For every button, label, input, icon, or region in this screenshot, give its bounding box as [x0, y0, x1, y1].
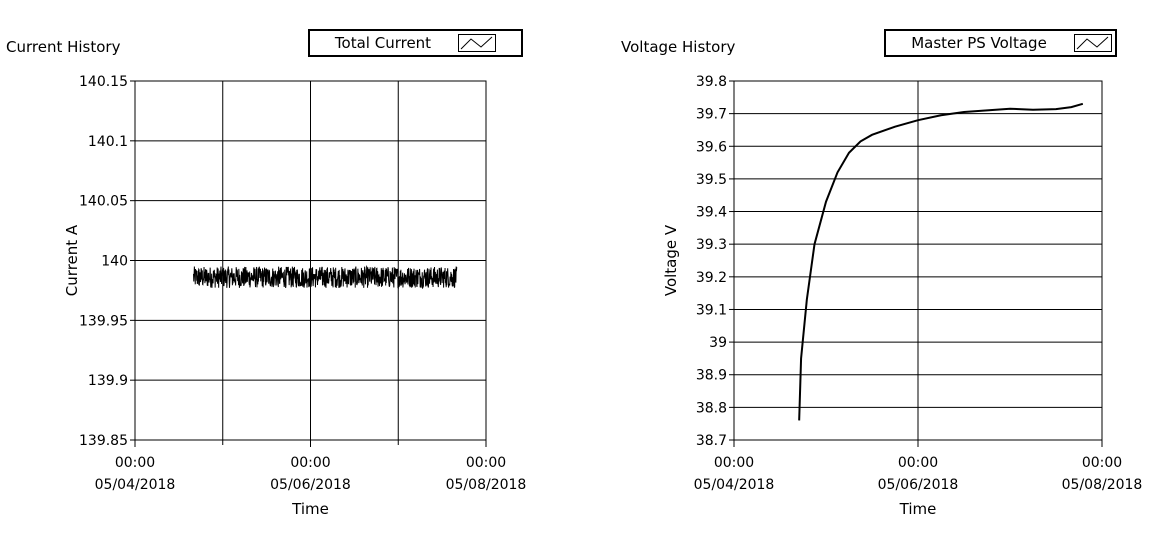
- voltage-history-plot[interactable]: 39.8 39.7 39.6 39.5 39.4 39.3 39.2 39.1 39 38.9 38…: [600, 0, 1162, 534]
- y-tick-label: 38.7: [696, 433, 727, 449]
- y-tick-label: 39.1: [696, 302, 727, 318]
- legend-label: Master PS Voltage: [911, 34, 1047, 52]
- y-tick-label: 39.2: [696, 270, 727, 286]
- x-tick-label-date: 05/06/2018: [270, 477, 351, 493]
- chart-title: Voltage History: [621, 38, 736, 56]
- y-tick-label: 39: [709, 335, 727, 351]
- y-axis-title: Voltage V: [662, 224, 680, 296]
- x-tick-label-time: 00:00: [898, 455, 938, 471]
- y-tick-label: 39.4: [696, 205, 727, 221]
- y-axis-title: Current A: [63, 224, 81, 296]
- y-tick-label: 38.8: [696, 400, 727, 416]
- plot-style-icon[interactable]: [458, 34, 496, 52]
- y-tick-label: 139.85: [79, 433, 128, 449]
- chart-title: Current History: [6, 38, 121, 56]
- x-tick-label-time: 00:00: [290, 455, 330, 471]
- y-tick-label: 139.95: [79, 313, 128, 329]
- plot-style-icon[interactable]: [1074, 34, 1112, 52]
- y-tick-label: 140.15: [79, 74, 128, 90]
- x-tick-label-date: 05/08/2018: [446, 477, 527, 493]
- legend[interactable]: Total Current: [308, 29, 523, 57]
- y-tick-label: 139.9: [88, 373, 128, 389]
- y-tick-label: 39.7: [696, 107, 727, 123]
- x-tick-label-date: 05/04/2018: [694, 477, 775, 493]
- legend-label: Total Current: [334, 34, 432, 52]
- legend[interactable]: Master PS Voltage: [884, 29, 1117, 57]
- x-axis-title: Time: [899, 500, 937, 518]
- current-history-plot[interactable]: 140.15 140.1 140.05 140 139.95 139.9 139.85 00:…: [0, 0, 560, 534]
- y-tick-label: 39.8: [696, 74, 727, 90]
- y-tick-label: 140.05: [79, 194, 128, 210]
- x-tick-label-time: 00:00: [115, 455, 155, 471]
- x-axis-title: Time: [291, 500, 329, 518]
- x-tick-label-date: 05/08/2018: [1062, 477, 1143, 493]
- y-tick-label: 140.1: [88, 134, 128, 150]
- x-tick-label-time: 00:00: [1082, 455, 1122, 471]
- x-tick-label-time: 00:00: [714, 455, 754, 471]
- series-line: [798, 102, 1084, 421]
- y-tick-label: 38.9: [696, 368, 727, 384]
- y-tick-label: 140: [101, 254, 128, 270]
- series-line: [193, 264, 458, 290]
- y-tick-label: 39.6: [696, 139, 727, 155]
- x-tick-label-time: 00:00: [466, 455, 506, 471]
- x-tick-label-date: 05/04/2018: [95, 477, 176, 493]
- y-tick-label: 39.3: [696, 237, 727, 253]
- y-tick-label: 39.5: [696, 172, 727, 188]
- x-tick-label-date: 05/06/2018: [878, 477, 959, 493]
